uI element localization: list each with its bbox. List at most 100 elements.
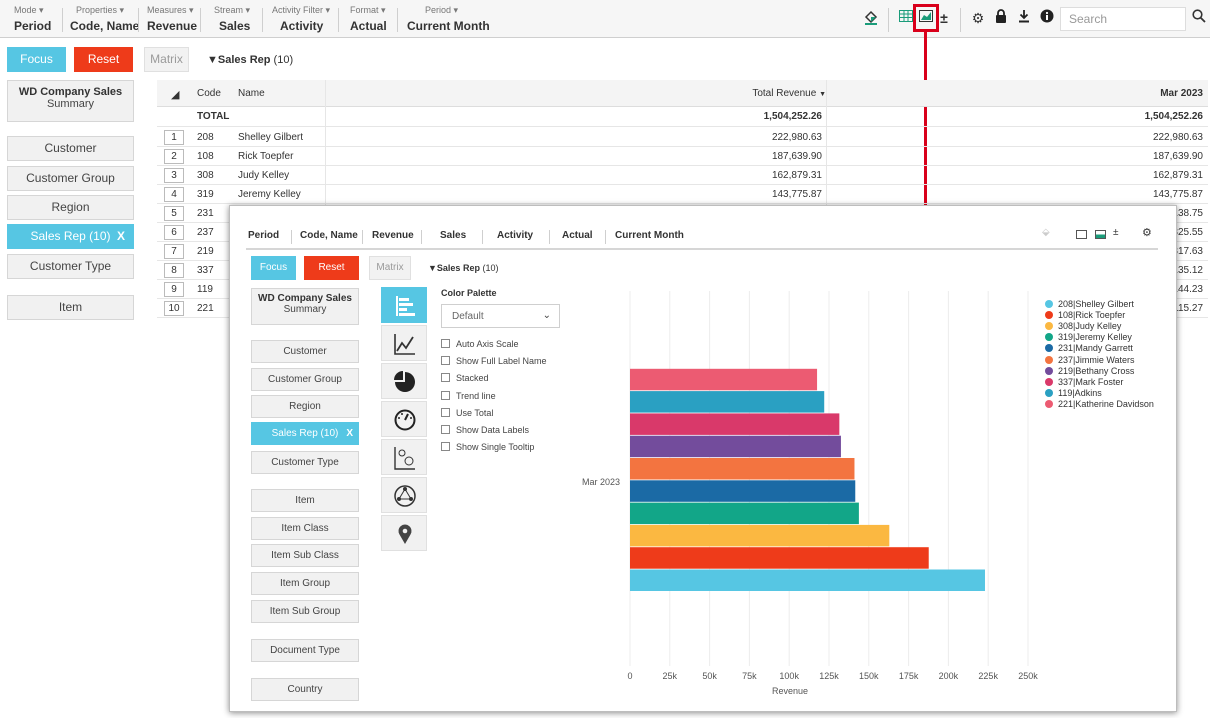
overlay-mode-value[interactable]: Period bbox=[248, 230, 280, 241]
legend-item[interactable]: 237|Jimmie Waters bbox=[1045, 355, 1135, 365]
table-row[interactable]: 3 308 Judy Kelley 162,879.31 162,879.31 bbox=[157, 166, 1208, 185]
color-palette-select[interactable]: Default ⌄ bbox=[441, 304, 560, 328]
legend-item[interactable]: 221|Katherine Davidson bbox=[1045, 399, 1154, 409]
overlay-sales-rep-filter[interactable]: ▼Sales Rep (10) bbox=[428, 263, 498, 273]
overlay-report-title[interactable]: WD Company Sales Summary bbox=[251, 288, 359, 325]
remove-dimension-button[interactable]: X bbox=[116, 229, 125, 243]
chart-option-checkbox[interactable]: Auto Axis Scale bbox=[441, 339, 519, 349]
chart-option-checkbox[interactable]: Show Full Label Name bbox=[441, 356, 547, 366]
overlay-dimension-customer[interactable]: Customer bbox=[251, 340, 359, 363]
reset-button[interactable]: Reset bbox=[74, 47, 133, 72]
gauge-chart-type-button[interactable] bbox=[381, 401, 427, 437]
lock-icon[interactable] bbox=[992, 9, 1010, 27]
header-name[interactable]: Name bbox=[238, 88, 265, 99]
network-chart-type-button[interactable] bbox=[381, 477, 427, 513]
dimension-customer-type[interactable]: Customer Type bbox=[7, 254, 134, 279]
checkbox-icon[interactable] bbox=[441, 356, 450, 366]
checkbox-icon[interactable] bbox=[441, 390, 450, 400]
checkbox-icon[interactable] bbox=[441, 407, 450, 417]
overlay-dimension-item-class[interactable]: Item Class bbox=[251, 517, 359, 540]
search-icon[interactable] bbox=[1190, 9, 1208, 27]
overlay-dimension-item-group[interactable]: Item Group bbox=[251, 572, 359, 595]
legend-item[interactable]: 337|Mark Foster bbox=[1045, 377, 1123, 387]
info-icon[interactable] bbox=[1038, 9, 1056, 27]
legend-item[interactable]: 231|Mandy Garrett bbox=[1045, 343, 1133, 353]
overlay-dimension-region[interactable]: Region bbox=[251, 395, 359, 418]
overlay-dimension-item-sub-group[interactable]: Item Sub Group bbox=[251, 600, 359, 623]
checkbox-icon[interactable] bbox=[441, 373, 450, 383]
gear-icon[interactable]: ⚙ bbox=[971, 10, 985, 26]
overlay-activity-value[interactable]: Activity bbox=[497, 230, 534, 241]
header-code[interactable]: Code bbox=[197, 88, 221, 99]
measures-selector[interactable]: Measures ▾ Revenue bbox=[147, 5, 197, 33]
plus-minus-icon[interactable]: ± bbox=[1113, 227, 1119, 238]
period-selector[interactable]: Period ▾ Current Month bbox=[407, 5, 490, 33]
pie-chart-type-button[interactable] bbox=[381, 363, 427, 399]
overlay-dimension-document-type[interactable]: Document Type bbox=[251, 639, 359, 662]
checkbox-icon[interactable] bbox=[441, 339, 450, 348]
table-row[interactable]: 4 319 Jeremy Kelley 143,775.87 143,775.87 bbox=[157, 185, 1208, 204]
overlay-matrix-button[interactable]: Matrix bbox=[369, 256, 411, 280]
activity-filter-selector[interactable]: Activity Filter ▾ Activity bbox=[272, 5, 330, 33]
grid-view-icon[interactable] bbox=[897, 9, 915, 27]
overlay-stream-value[interactable]: Sales bbox=[440, 230, 467, 241]
chart-view-icon[interactable] bbox=[917, 9, 935, 27]
mode-selector[interactable]: Mode ▾ Period bbox=[14, 5, 51, 33]
overlay-format-value[interactable]: Actual bbox=[562, 230, 593, 241]
plus-minus-icon[interactable]: ± bbox=[940, 10, 948, 26]
sales-rep-filter[interactable]: ▼Sales Rep (10) bbox=[207, 54, 293, 66]
header-month[interactable]: Mar 2023 bbox=[1160, 88, 1203, 99]
format-selector[interactable]: Format ▾ Actual bbox=[350, 5, 387, 33]
map-chart-type-button[interactable] bbox=[381, 515, 427, 551]
chart-view-icon[interactable] bbox=[1095, 230, 1106, 239]
overlay-dimension-item-sub-class[interactable]: Item Sub Class bbox=[251, 544, 359, 567]
overlay-measures-value[interactable]: Revenue bbox=[372, 230, 414, 241]
overlay-properties-value[interactable]: Code, Name bbox=[300, 230, 358, 241]
remove-dimension-button[interactable]: X bbox=[346, 428, 353, 439]
matrix-button[interactable]: Matrix bbox=[144, 47, 189, 72]
dimension-region[interactable]: Region bbox=[7, 195, 134, 220]
dimension-customer[interactable]: Customer bbox=[7, 136, 134, 161]
overlay-period-value[interactable]: Current Month bbox=[615, 230, 684, 241]
overlay-dimension-customer-type[interactable]: Customer Type bbox=[251, 451, 359, 474]
report-title[interactable]: WD Company Sales Summary bbox=[7, 80, 134, 122]
overlay-dimension-sales-rep[interactable]: Sales Rep (10) X bbox=[251, 422, 359, 445]
overlay-focus-button[interactable]: Focus bbox=[251, 256, 296, 280]
checkbox-icon[interactable] bbox=[441, 425, 450, 434]
gear-icon[interactable]: ⚙ bbox=[1142, 227, 1152, 239]
stream-selector[interactable]: Stream ▾ Sales bbox=[214, 5, 250, 33]
properties-selector[interactable]: Properties ▾ Code, Name bbox=[70, 5, 139, 33]
focus-button[interactable]: Focus bbox=[7, 47, 66, 72]
dimension-customer-group[interactable]: Customer Group bbox=[7, 166, 134, 191]
paint-bucket-icon[interactable]: ⬙ bbox=[1042, 227, 1050, 238]
legend-item[interactable]: 219|Bethany Cross bbox=[1045, 366, 1134, 376]
legend-item[interactable]: 308|Judy Kelley bbox=[1045, 321, 1121, 331]
header-total-revenue[interactable]: Total Revenue ▼ bbox=[326, 88, 826, 99]
overlay-dimension-customer-group[interactable]: Customer Group bbox=[251, 368, 359, 391]
legend-item[interactable]: 119|Adkins bbox=[1045, 388, 1102, 398]
download-icon[interactable] bbox=[1015, 9, 1033, 27]
search-input[interactable]: Search bbox=[1060, 7, 1186, 31]
chart-option-checkbox[interactable]: Trend line bbox=[441, 390, 496, 401]
line-chart-type-button[interactable] bbox=[381, 325, 427, 361]
table-row[interactable]: 2 108 Rick Toepfer 187,639.90 187,639.90 bbox=[157, 147, 1208, 166]
chart-option-checkbox[interactable]: Show Single Tooltip bbox=[441, 442, 534, 452]
legend-item[interactable]: 108|Rick Toepfer bbox=[1045, 310, 1125, 320]
sort-triangle-icon[interactable]: ◢ bbox=[171, 89, 180, 101]
overlay-dimension-country[interactable]: Country bbox=[251, 678, 359, 701]
legend-item[interactable]: 319|Jeremy Kelley bbox=[1045, 332, 1132, 342]
scatter-chart-type-button[interactable] bbox=[381, 439, 427, 475]
table-row[interactable]: 1 208 Shelley Gilbert 222,980.63 222,980.63 bbox=[157, 128, 1208, 147]
checkbox-icon[interactable] bbox=[441, 442, 450, 452]
dimension-item[interactable]: Item bbox=[7, 295, 134, 320]
dimension-sales-rep[interactable]: Sales Rep (10) X bbox=[7, 224, 134, 249]
overlay-reset-button[interactable]: Reset bbox=[304, 256, 359, 280]
bar-chart-type-button[interactable] bbox=[381, 287, 427, 323]
legend-item[interactable]: 208|Shelley Gilbert bbox=[1045, 299, 1134, 309]
paint-bucket-icon[interactable] bbox=[862, 9, 880, 27]
overlay-dimension-item[interactable]: Item bbox=[251, 489, 359, 512]
chart-option-checkbox[interactable]: Show Data Labels bbox=[441, 425, 529, 435]
grid-view-icon[interactable] bbox=[1076, 230, 1087, 239]
chart-option-checkbox[interactable]: Stacked bbox=[441, 373, 489, 383]
chart-option-checkbox[interactable]: Use Total bbox=[441, 407, 493, 418]
